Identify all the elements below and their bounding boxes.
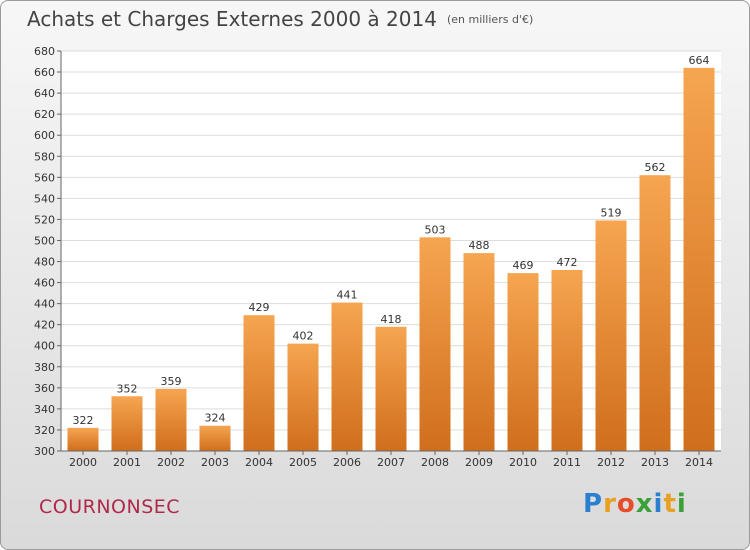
x-tick-label: 2003 xyxy=(201,456,229,469)
x-tick-label: 2002 xyxy=(157,456,185,469)
bar xyxy=(331,302,363,451)
title-text: Achats et Charges Externes 2000 à 2014 xyxy=(27,7,437,31)
data-label: 441 xyxy=(337,289,358,302)
y-tick-label: 480 xyxy=(34,256,55,269)
logo-letter: i xyxy=(653,489,664,519)
logo-letter: x xyxy=(635,489,654,519)
bar xyxy=(463,253,495,451)
data-label: 562 xyxy=(645,161,666,174)
y-tick-label: 500 xyxy=(34,234,55,247)
x-tick-label: 2007 xyxy=(377,456,405,469)
y-tick-label: 460 xyxy=(34,277,55,290)
y-tick-label: 640 xyxy=(34,87,55,100)
data-label: 488 xyxy=(469,239,490,252)
logo-letter: o xyxy=(616,489,636,519)
logo-letter: i xyxy=(676,489,687,519)
y-tick-label: 520 xyxy=(34,213,55,226)
data-label: 418 xyxy=(381,313,402,326)
bar xyxy=(243,315,275,451)
bar xyxy=(199,425,231,451)
y-tick-label: 440 xyxy=(34,298,55,311)
data-label: 352 xyxy=(117,382,138,395)
y-tick-label: 400 xyxy=(34,340,55,353)
data-label: 469 xyxy=(513,259,534,272)
unit-label: (en milliers d'€) xyxy=(446,13,534,26)
y-tick-label: 600 xyxy=(34,129,55,142)
y-tick-label: 380 xyxy=(34,361,55,374)
bar xyxy=(683,67,715,451)
bar xyxy=(111,396,143,451)
y-tick-label: 420 xyxy=(34,319,55,332)
x-tick-label: 2010 xyxy=(509,456,537,469)
y-tick-label: 540 xyxy=(34,192,55,205)
x-tick-label: 2004 xyxy=(245,456,273,469)
x-tick-label: 2011 xyxy=(553,456,581,469)
data-label: 402 xyxy=(293,330,314,343)
bar xyxy=(419,237,451,451)
x-tick-label: 2005 xyxy=(289,456,317,469)
chart-title: Achats et Charges Externes 2000 à 2014 (e… xyxy=(27,7,533,31)
data-label: 429 xyxy=(249,301,270,314)
y-tick-label: 360 xyxy=(34,382,55,395)
x-tick-label: 2014 xyxy=(685,456,713,469)
bar xyxy=(507,273,539,451)
y-tick-label: 340 xyxy=(34,403,55,416)
x-tick-label: 2001 xyxy=(113,456,141,469)
bar xyxy=(639,175,671,452)
y-tick-label: 680 xyxy=(34,45,55,58)
data-label: 503 xyxy=(425,223,446,236)
commune-name: COURNONSEC xyxy=(39,496,181,518)
data-label: 322 xyxy=(73,414,94,427)
bar xyxy=(67,427,99,451)
logo-letter: P xyxy=(583,489,604,519)
x-tick-label: 2008 xyxy=(421,456,449,469)
bar xyxy=(375,326,407,451)
y-tick-label: 620 xyxy=(34,108,55,121)
x-tick-label: 2000 xyxy=(69,456,97,469)
x-tick-label: 2006 xyxy=(333,456,361,469)
y-tick-label: 320 xyxy=(34,424,55,437)
data-label: 324 xyxy=(205,412,226,425)
proxiti-logo: Proxiti xyxy=(583,489,687,519)
y-tick-label: 560 xyxy=(34,171,55,184)
bar xyxy=(287,343,319,451)
data-label: 472 xyxy=(557,256,578,269)
y-tick-label: 660 xyxy=(34,66,55,79)
y-tick-label: 580 xyxy=(34,150,55,163)
data-label: 359 xyxy=(161,375,182,388)
y-tick-label: 300 xyxy=(34,445,55,458)
bar xyxy=(155,388,187,451)
bar xyxy=(551,269,583,451)
data-label: 664 xyxy=(689,54,710,67)
bar xyxy=(595,220,627,451)
data-label: 519 xyxy=(601,206,622,219)
x-tick-label: 2013 xyxy=(641,456,669,469)
logo-letter: r xyxy=(603,489,617,519)
x-tick-label: 2009 xyxy=(465,456,493,469)
x-tick-label: 2012 xyxy=(597,456,625,469)
logo-letter: t xyxy=(663,489,677,519)
